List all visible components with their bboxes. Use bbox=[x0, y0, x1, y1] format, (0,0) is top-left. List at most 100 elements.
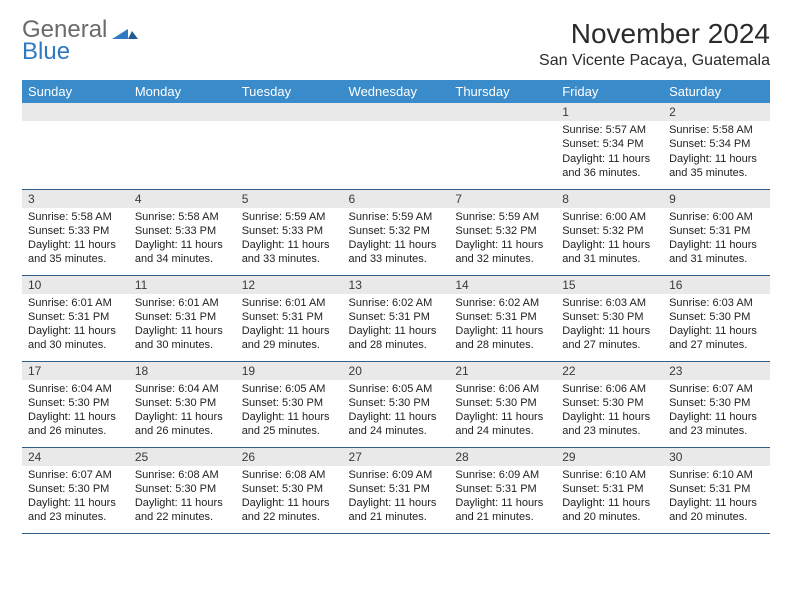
sunrise-text: Sunrise: 6:02 AM bbox=[349, 296, 444, 310]
day-details: Sunrise: 6:00 AMSunset: 5:31 PMDaylight:… bbox=[663, 208, 770, 271]
daylight-text: Daylight: 11 hours and 23 minutes. bbox=[28, 496, 123, 525]
day-details bbox=[449, 121, 556, 181]
day-number: 16 bbox=[663, 276, 770, 294]
calendar-cell: 22Sunrise: 6:06 AMSunset: 5:30 PMDayligh… bbox=[556, 361, 663, 447]
sunset-text: Sunset: 5:32 PM bbox=[455, 224, 550, 238]
calendar-cell: 3Sunrise: 5:58 AMSunset: 5:33 PMDaylight… bbox=[22, 189, 129, 275]
day-number: 6 bbox=[343, 190, 450, 208]
day-details bbox=[22, 121, 129, 181]
daylight-text: Daylight: 11 hours and 33 minutes. bbox=[242, 238, 337, 267]
day-header-wednesday: Wednesday bbox=[343, 80, 450, 103]
day-details: Sunrise: 5:58 AMSunset: 5:33 PMDaylight:… bbox=[129, 208, 236, 271]
day-details: Sunrise: 6:10 AMSunset: 5:31 PMDaylight:… bbox=[556, 466, 663, 529]
day-number: 23 bbox=[663, 362, 770, 380]
day-details: Sunrise: 6:04 AMSunset: 5:30 PMDaylight:… bbox=[129, 380, 236, 443]
daylight-text: Daylight: 11 hours and 33 minutes. bbox=[349, 238, 444, 267]
day-details bbox=[129, 121, 236, 181]
day-number: 2 bbox=[663, 103, 770, 121]
sunset-text: Sunset: 5:33 PM bbox=[28, 224, 123, 238]
sunrise-text: Sunrise: 6:10 AM bbox=[562, 468, 657, 482]
calendar-week-row: 3Sunrise: 5:58 AMSunset: 5:33 PMDaylight… bbox=[22, 189, 770, 275]
sunset-text: Sunset: 5:30 PM bbox=[669, 396, 764, 410]
day-details: Sunrise: 5:59 AMSunset: 5:32 PMDaylight:… bbox=[343, 208, 450, 271]
calendar-cell: 18Sunrise: 6:04 AMSunset: 5:30 PMDayligh… bbox=[129, 361, 236, 447]
daylight-text: Daylight: 11 hours and 35 minutes. bbox=[669, 152, 764, 181]
day-details: Sunrise: 6:02 AMSunset: 5:31 PMDaylight:… bbox=[343, 294, 450, 357]
day-number: 12 bbox=[236, 276, 343, 294]
day-number: 3 bbox=[22, 190, 129, 208]
title-block: November 2024 San Vicente Pacaya, Guatem… bbox=[539, 18, 770, 70]
day-details: Sunrise: 6:09 AMSunset: 5:31 PMDaylight:… bbox=[449, 466, 556, 529]
header: General Blue November 2024 San Vicente P… bbox=[22, 18, 770, 70]
calendar-cell: 4Sunrise: 5:58 AMSunset: 5:33 PMDaylight… bbox=[129, 189, 236, 275]
sunset-text: Sunset: 5:32 PM bbox=[349, 224, 444, 238]
sunset-text: Sunset: 5:31 PM bbox=[349, 482, 444, 496]
calendar-cell: 21Sunrise: 6:06 AMSunset: 5:30 PMDayligh… bbox=[449, 361, 556, 447]
sunset-text: Sunset: 5:30 PM bbox=[562, 310, 657, 324]
day-details: Sunrise: 6:01 AMSunset: 5:31 PMDaylight:… bbox=[236, 294, 343, 357]
daylight-text: Daylight: 11 hours and 34 minutes. bbox=[135, 238, 230, 267]
daylight-text: Daylight: 11 hours and 32 minutes. bbox=[455, 238, 550, 267]
day-header-thursday: Thursday bbox=[449, 80, 556, 103]
day-number: 5 bbox=[236, 190, 343, 208]
sunset-text: Sunset: 5:31 PM bbox=[135, 310, 230, 324]
calendar-cell: 12Sunrise: 6:01 AMSunset: 5:31 PMDayligh… bbox=[236, 275, 343, 361]
day-number bbox=[22, 103, 129, 121]
sunset-text: Sunset: 5:30 PM bbox=[28, 482, 123, 496]
sunset-text: Sunset: 5:31 PM bbox=[28, 310, 123, 324]
sunset-text: Sunset: 5:31 PM bbox=[562, 482, 657, 496]
location: San Vicente Pacaya, Guatemala bbox=[539, 52, 770, 70]
calendar-week-row: 1 Sunrise: 5:57 AMSunset: 5:34 PM Daylight… bbox=[22, 103, 770, 189]
day-number: 14 bbox=[449, 276, 556, 294]
sunset-text: Sunset: 5:31 PM bbox=[455, 310, 550, 324]
calendar-table: Sunday Monday Tuesday Wednesday Thursday… bbox=[22, 80, 770, 534]
day-details: Sunrise: 6:08 AMSunset: 5:30 PMDaylight:… bbox=[129, 466, 236, 529]
calendar-cell: 11Sunrise: 6:01 AMSunset: 5:31 PMDayligh… bbox=[129, 275, 236, 361]
day-header-saturday: Saturday bbox=[663, 80, 770, 103]
sunrise-text: Sunrise: 6:09 AM bbox=[349, 468, 444, 482]
sunset-text: Sunset: 5:34 PM bbox=[562, 137, 657, 151]
calendar-cell bbox=[343, 103, 450, 189]
day-details: Sunrise: 6:01 AMSunset: 5:31 PMDaylight:… bbox=[22, 294, 129, 357]
calendar-cell: 6Sunrise: 5:59 AMSunset: 5:32 PMDaylight… bbox=[343, 189, 450, 275]
sunrise-text: Sunrise: 6:01 AM bbox=[242, 296, 337, 310]
day-details: Sunrise: 6:03 AMSunset: 5:30 PMDaylight:… bbox=[556, 294, 663, 357]
day-number: 29 bbox=[556, 448, 663, 466]
day-number: 28 bbox=[449, 448, 556, 466]
daylight-text: Daylight: 11 hours and 22 minutes. bbox=[242, 496, 337, 525]
day-number: 7 bbox=[449, 190, 556, 208]
day-number: 11 bbox=[129, 276, 236, 294]
sunrise-text: Sunrise: 5:59 AM bbox=[242, 210, 337, 224]
sunrise-text: Sunrise: 6:00 AM bbox=[562, 210, 657, 224]
daylight-text: Daylight: 11 hours and 31 minutes. bbox=[562, 238, 657, 267]
day-details: Sunrise: 6:05 AMSunset: 5:30 PMDaylight:… bbox=[236, 380, 343, 443]
day-number: 4 bbox=[129, 190, 236, 208]
logo-text: General Blue bbox=[22, 18, 138, 64]
calendar-cell: 15Sunrise: 6:03 AMSunset: 5:30 PMDayligh… bbox=[556, 275, 663, 361]
calendar-cell: 1Sunrise: 5:57 AMSunset: 5:34 PMDaylight… bbox=[556, 103, 663, 189]
daylight-text: Daylight: 11 hours and 28 minutes. bbox=[455, 324, 550, 353]
sunrise-text: Sunrise: 6:01 AM bbox=[135, 296, 230, 310]
calendar-cell: 14Sunrise: 6:02 AMSunset: 5:31 PMDayligh… bbox=[449, 275, 556, 361]
sunrise-text: Sunrise: 5:57 AM bbox=[562, 123, 657, 137]
sunset-text: Sunset: 5:30 PM bbox=[242, 396, 337, 410]
day-details: Sunrise: 6:04 AMSunset: 5:30 PMDaylight:… bbox=[22, 380, 129, 443]
calendar-week-row: 10Sunrise: 6:01 AMSunset: 5:31 PMDayligh… bbox=[22, 275, 770, 361]
sunrise-text: Sunrise: 6:07 AM bbox=[28, 468, 123, 482]
calendar-cell: 9Sunrise: 6:00 AMSunset: 5:31 PMDaylight… bbox=[663, 189, 770, 275]
day-number: 18 bbox=[129, 362, 236, 380]
calendar-cell: 16Sunrise: 6:03 AMSunset: 5:30 PMDayligh… bbox=[663, 275, 770, 361]
day-number: 1 bbox=[556, 103, 663, 121]
daylight-text: Daylight: 11 hours and 27 minutes. bbox=[669, 324, 764, 353]
day-number: 13 bbox=[343, 276, 450, 294]
day-details: Sunrise: 6:06 AMSunset: 5:30 PMDaylight:… bbox=[449, 380, 556, 443]
calendar-cell: 25Sunrise: 6:08 AMSunset: 5:30 PMDayligh… bbox=[129, 447, 236, 533]
day-details: Sunrise: 6:06 AMSunset: 5:30 PMDaylight:… bbox=[556, 380, 663, 443]
daylight-text: Daylight: 11 hours and 21 minutes. bbox=[349, 496, 444, 525]
day-details: Sunrise: 6:00 AMSunset: 5:32 PMDaylight:… bbox=[556, 208, 663, 271]
calendar-page: General Blue November 2024 San Vicente P… bbox=[0, 0, 792, 544]
daylight-text: Daylight: 11 hours and 23 minutes. bbox=[562, 410, 657, 439]
calendar-cell bbox=[236, 103, 343, 189]
calendar-cell: 19Sunrise: 6:05 AMSunset: 5:30 PMDayligh… bbox=[236, 361, 343, 447]
sunrise-text: Sunrise: 6:08 AM bbox=[135, 468, 230, 482]
